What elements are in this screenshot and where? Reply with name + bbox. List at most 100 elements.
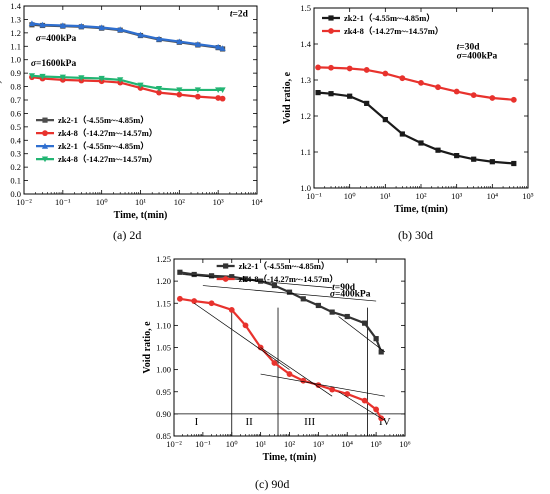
y-tick-label: 1.2 (300, 111, 311, 121)
data-point (117, 26, 124, 33)
x-axis-label: Time, t(min) (394, 204, 448, 215)
data-point (329, 309, 335, 315)
y-tick-label: 0.7 (10, 95, 21, 105)
legend-label: zk2-1（-4.55m~-4.85m） (239, 261, 330, 271)
data-point (511, 160, 517, 167)
y-axis-label: Void ratio, e (282, 71, 293, 124)
data-point (328, 64, 334, 71)
annotation: t=30d (457, 42, 481, 52)
data-point (315, 302, 321, 309)
data-point (191, 298, 198, 304)
tangent-line (260, 347, 333, 397)
data-point (454, 153, 460, 159)
annotation: t=2d (230, 10, 249, 20)
legend-marker (41, 156, 49, 163)
data-point (39, 73, 46, 80)
x-tick-label: 10³ (451, 191, 463, 201)
data-point (315, 90, 321, 96)
y-tick-label: 1.1 (300, 147, 311, 157)
data-point (156, 89, 162, 96)
y-tick-label: 1.0 (300, 183, 311, 193)
x-tick-label: 10² (415, 191, 427, 201)
series-line (317, 91, 514, 165)
data-point (329, 386, 336, 393)
data-point (382, 117, 388, 123)
legend-marker (223, 263, 229, 269)
series-3 (28, 20, 226, 51)
x-tick-label: 10⁵ (522, 191, 534, 201)
data-point (117, 77, 124, 83)
legend-label: zk4-8（-14.27m~-14.57m） (58, 154, 157, 164)
x-tick-label: 10⁶ (399, 439, 411, 449)
x-tick-label: 10⁰ (344, 191, 357, 201)
data-point (176, 295, 183, 302)
series-1 (315, 90, 517, 167)
data-point (344, 391, 351, 397)
tangent-line (202, 285, 377, 302)
x-tick-label: 10² (174, 197, 186, 207)
x-tick-label: 10⁻² (16, 197, 32, 207)
data-point (418, 140, 424, 146)
data-point (219, 45, 226, 51)
data-point (59, 22, 66, 29)
x-tick-label: 10⁻¹ (195, 439, 211, 449)
data-point (373, 406, 380, 413)
y-axis-label: Void ratio, e (142, 321, 153, 374)
x-tick-label: 10⁴ (251, 197, 263, 207)
series-2 (315, 64, 517, 103)
data-point (98, 75, 105, 82)
legend-item: zk4-8（-14.27m~-14.57m） (216, 274, 338, 284)
data-point (137, 31, 144, 38)
data-point (271, 282, 278, 289)
data-point (208, 300, 215, 307)
data-point (215, 43, 222, 50)
data-point (229, 274, 235, 280)
y-tick-label: 0.3 (10, 149, 21, 159)
y-tick-label: 1.10 (156, 320, 171, 330)
y-tick-label: 1.3 (10, 14, 21, 24)
y-tick-label: 1.4 (10, 1, 21, 11)
legend-item: zk4-8（-14.27m~-14.57m） (322, 26, 443, 36)
data-point (315, 382, 322, 389)
stage-label: III (304, 416, 315, 428)
x-tick-label: 10¹ (255, 439, 267, 449)
data-point (378, 349, 384, 355)
x-axis-label: Time, t(min) (114, 210, 168, 221)
data-point (347, 93, 353, 99)
data-point (177, 269, 183, 275)
caption-b: (b) 30d (398, 228, 433, 242)
tangent-line (260, 373, 385, 397)
x-tick-label: 10² (284, 439, 296, 449)
data-point (435, 84, 441, 91)
stage-label: II (245, 416, 253, 428)
annotation: σ=400kPa (36, 34, 77, 44)
legend-label: zk2-1（-4.55m~-4.85m） (58, 141, 149, 151)
chart-b: 10⁻¹ 10⁰ 10¹ 10² 10³ 10⁴ 10⁵ 1.0 1.1 1.2 1.3 1.4 1.5… (282, 3, 534, 215)
data-point (242, 322, 249, 329)
tangent-line (182, 274, 333, 289)
series-line (179, 297, 383, 419)
data-point (418, 79, 424, 86)
data-point (191, 271, 197, 278)
tangent-line (193, 302, 290, 370)
y-tick-label: 1.0 (10, 55, 21, 65)
data-point (28, 20, 36, 27)
data-point (328, 91, 334, 97)
y-tick-label: 0.85 (156, 431, 171, 441)
x-tick-label: 10³ (313, 439, 325, 449)
data-point (435, 147, 441, 153)
data-point (219, 87, 226, 94)
legend-marker (328, 15, 334, 21)
series-line (31, 22, 223, 50)
data-point (215, 95, 222, 101)
annotation: t=90d (332, 283, 356, 293)
legend-label: zk4-8（-14.27m~-14.57m） (344, 26, 443, 36)
data-point (98, 24, 105, 31)
data-point (286, 371, 293, 377)
y-tick-label: 0.90 (156, 409, 171, 419)
data-point (300, 377, 307, 384)
y-tick-label: 0.1 (10, 176, 21, 186)
caption-a: (a) 2d (113, 228, 142, 242)
legend-item: zk2-1（-4.55m~-4.85m） (322, 13, 435, 23)
x-tick-label: 10⁻¹ (306, 191, 322, 201)
